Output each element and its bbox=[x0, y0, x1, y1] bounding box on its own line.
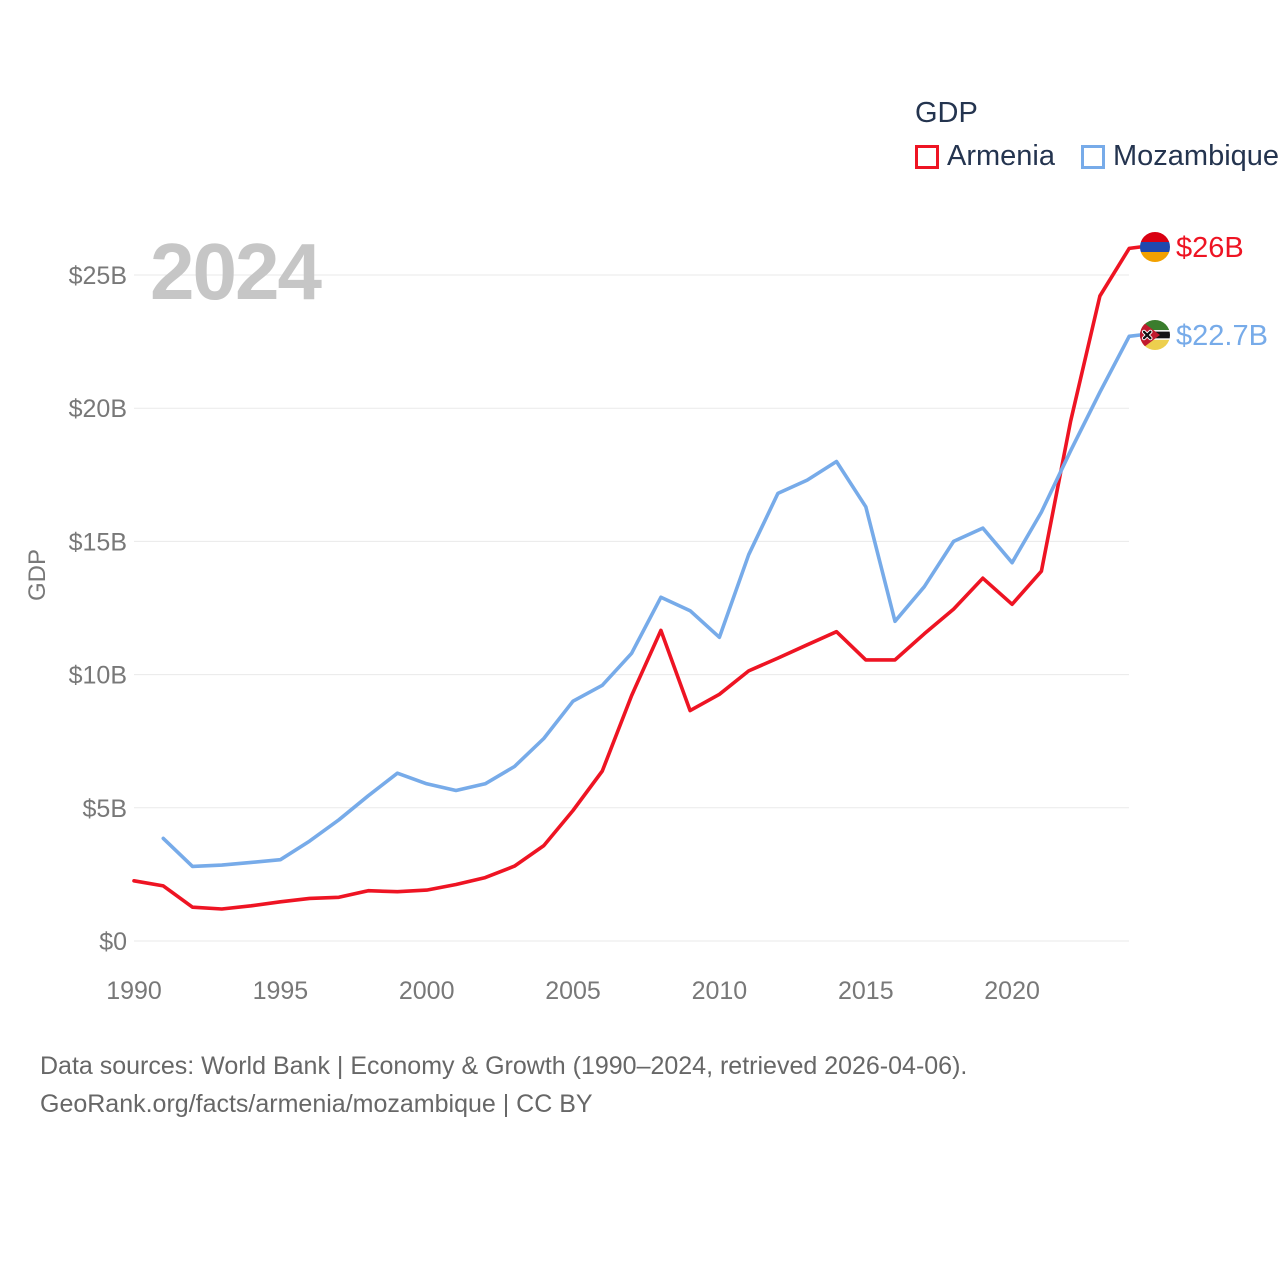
armenia-flag-icon bbox=[1140, 232, 1170, 262]
y-axis-title: GDP bbox=[24, 549, 51, 601]
series-lines bbox=[132, 245, 1142, 911]
y-tick-label: $25B bbox=[69, 262, 127, 290]
mozambique-value-label: $22.7B bbox=[1176, 320, 1268, 352]
x-tick-label: 2000 bbox=[399, 977, 455, 1005]
chart-footer: Data sources: World Bank | Economy & Gro… bbox=[40, 1047, 967, 1123]
armenia-gdp-line[interactable] bbox=[132, 245, 1142, 911]
y-axis-labels: $0 $5B $10B $15B $20B $25B bbox=[69, 262, 127, 956]
x-tick-label: 1995 bbox=[253, 977, 309, 1005]
mozambique-flag-icon bbox=[1140, 320, 1170, 350]
x-tick-label: 2020 bbox=[984, 977, 1040, 1005]
x-tick-label: 2015 bbox=[838, 977, 894, 1005]
y-tick-label: $0 bbox=[99, 928, 127, 956]
mozambique-series-swatch-icon bbox=[1081, 144, 1105, 169]
footer-link-line: GeoRank.org/facts/armenia/mozambique | C… bbox=[40, 1090, 593, 1118]
legend-item-armenia[interactable]: Armenia bbox=[915, 140, 1055, 173]
x-axis-labels: 1990 1995 2000 2005 2010 2015 2020 bbox=[106, 977, 1040, 1005]
legend-item-mozambique[interactable]: Mozambique bbox=[1081, 140, 1279, 173]
x-tick-label: 2010 bbox=[692, 977, 748, 1005]
armenia-series-swatch-icon bbox=[915, 144, 939, 169]
legend-label-mozambique: Mozambique bbox=[1113, 140, 1280, 172]
y-tick-label: $5B bbox=[83, 795, 127, 823]
footer-source-line: Data sources: World Bank | Economy & Gro… bbox=[40, 1052, 968, 1080]
y-tick-label: $20B bbox=[69, 395, 127, 423]
chart-legend: GDP Armenia Mozambique bbox=[915, 97, 1279, 173]
watermark-year: 2024 bbox=[150, 227, 322, 316]
y-tick-label: $15B bbox=[69, 528, 127, 556]
gridlines bbox=[134, 274, 1129, 942]
x-tick-label: 2005 bbox=[545, 977, 601, 1005]
x-tick-label: 1990 bbox=[106, 977, 162, 1005]
y-tick-label: $10B bbox=[69, 662, 127, 690]
mozambique-gdp-line[interactable] bbox=[161, 333, 1142, 869]
legend-title: GDP bbox=[915, 97, 978, 129]
armenia-value-label: $26B bbox=[1176, 232, 1244, 264]
legend-label-armenia: Armenia bbox=[947, 140, 1055, 172]
